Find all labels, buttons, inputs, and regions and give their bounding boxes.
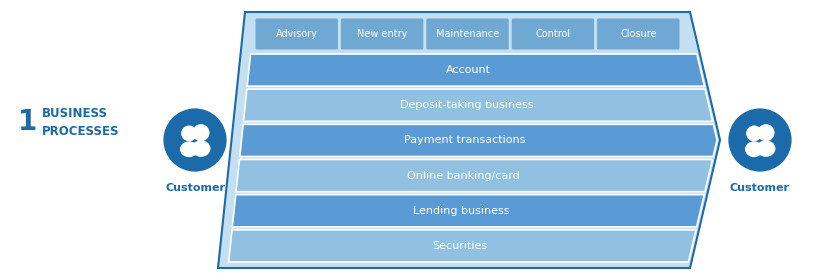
Ellipse shape [191, 140, 210, 157]
Text: New entry: New entry [357, 29, 408, 39]
Text: Deposit-taking business: Deposit-taking business [400, 100, 534, 110]
Text: Closure: Closure [620, 29, 657, 39]
Ellipse shape [180, 141, 198, 157]
Text: Securities: Securities [432, 241, 487, 251]
FancyBboxPatch shape [512, 18, 594, 50]
Polygon shape [233, 195, 705, 227]
Text: 1: 1 [18, 108, 37, 136]
Circle shape [746, 125, 762, 141]
Text: BUSINESS
PROCESSES: BUSINESS PROCESSES [42, 106, 120, 137]
Text: Advisory: Advisory [276, 29, 318, 39]
Circle shape [162, 107, 228, 173]
Ellipse shape [745, 141, 763, 157]
Polygon shape [240, 124, 717, 157]
Circle shape [727, 107, 793, 173]
Circle shape [757, 124, 775, 141]
Text: Maintenance: Maintenance [436, 29, 499, 39]
Text: Payment transactions: Payment transactions [404, 136, 526, 145]
Polygon shape [248, 54, 705, 86]
Circle shape [182, 125, 197, 141]
Text: Lending business: Lending business [413, 206, 510, 216]
Text: Customer: Customer [165, 183, 225, 193]
Ellipse shape [757, 140, 775, 157]
FancyBboxPatch shape [597, 18, 680, 50]
Polygon shape [243, 89, 713, 121]
Text: Online banking/card: Online banking/card [407, 171, 520, 181]
Circle shape [192, 124, 210, 141]
Polygon shape [236, 160, 713, 192]
Text: Customer: Customer [730, 183, 790, 193]
Polygon shape [218, 12, 720, 268]
FancyBboxPatch shape [427, 18, 509, 50]
Text: Account: Account [446, 65, 491, 75]
FancyBboxPatch shape [341, 18, 423, 50]
Text: Control: Control [535, 29, 570, 39]
FancyBboxPatch shape [256, 18, 338, 50]
Polygon shape [229, 230, 696, 262]
